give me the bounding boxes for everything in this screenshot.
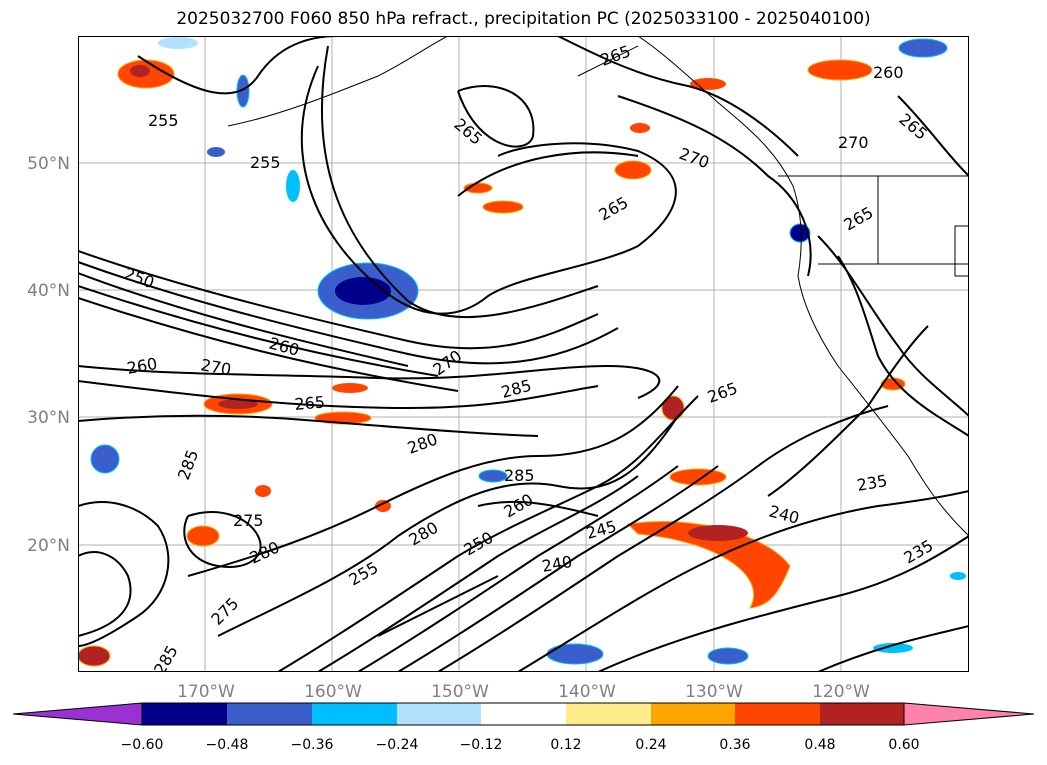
colorbar-swatch	[481, 703, 566, 725]
colorbar-swatch	[142, 703, 227, 725]
colorbar-swatch	[651, 703, 735, 725]
svg-text:0.60: 0.60	[888, 737, 919, 753]
colorbar-swatch	[566, 703, 651, 725]
longitude-labels: 170°W 160°W 150°W 140°W 130°W 120°W	[177, 682, 870, 700]
lat-label-50n: 50°N	[27, 154, 70, 174]
map-title: 2025032700 F060 850 hPa refract., precip…	[176, 9, 871, 29]
lon-label-140w: 140°W	[558, 682, 616, 700]
lon-label-120w: 120°W	[812, 682, 870, 700]
coastlines	[227, 36, 969, 537]
svg-text:255: 255	[148, 111, 179, 130]
gridlines	[78, 36, 969, 672]
latitude-labels: 50°N 40°N 30°N 20°N	[27, 154, 70, 556]
colorbar-swatch	[227, 703, 312, 725]
colorbar-ticks: −0.60 −0.48 −0.36 −0.24 −0.12 0.12 0.24 …	[121, 737, 920, 753]
svg-text:0.12: 0.12	[550, 737, 581, 753]
svg-text:0.48: 0.48	[804, 737, 835, 753]
lon-label-130w: 130°W	[685, 682, 743, 700]
svg-text:285: 285	[504, 466, 535, 485]
colorbar-over-arrow	[903, 702, 1035, 726]
lat-label-20n: 20°N	[27, 536, 70, 556]
lon-label-170w: 170°W	[177, 682, 235, 700]
svg-text:−0.48: −0.48	[206, 737, 249, 753]
svg-text:270: 270	[838, 133, 869, 152]
refractivity-contours	[78, 36, 969, 672]
svg-text:0.36: 0.36	[719, 737, 750, 753]
svg-text:265: 265	[294, 392, 326, 414]
lat-label-40n: 40°N	[27, 281, 70, 301]
colorbar-swatches	[12, 702, 1035, 726]
colorbar-under-arrow	[12, 702, 143, 726]
svg-text:−0.24: −0.24	[376, 737, 419, 753]
colorbar: −0.60 −0.48 −0.36 −0.24 −0.12 0.12 0.24 …	[12, 702, 1035, 753]
svg-text:−0.12: −0.12	[460, 737, 503, 753]
svg-text:275: 275	[233, 511, 264, 530]
colorbar-swatch	[735, 703, 820, 725]
svg-text:−0.60: −0.60	[121, 737, 164, 753]
weather-map[interactable]: 255 255 260 265 270 265 265 270 265 265 …	[78, 36, 969, 672]
colorbar-swatch	[312, 703, 397, 725]
svg-text:260: 260	[873, 63, 904, 82]
svg-text:255: 255	[250, 153, 281, 172]
svg-text:−0.36: −0.36	[291, 737, 334, 753]
lon-label-150w: 150°W	[431, 682, 489, 700]
lat-label-30n: 30°N	[27, 408, 70, 428]
colorbar-swatch	[820, 703, 904, 725]
svg-text:0.24: 0.24	[635, 737, 666, 753]
colorbar-swatch	[397, 703, 481, 725]
lon-label-160w: 160°W	[304, 682, 362, 700]
